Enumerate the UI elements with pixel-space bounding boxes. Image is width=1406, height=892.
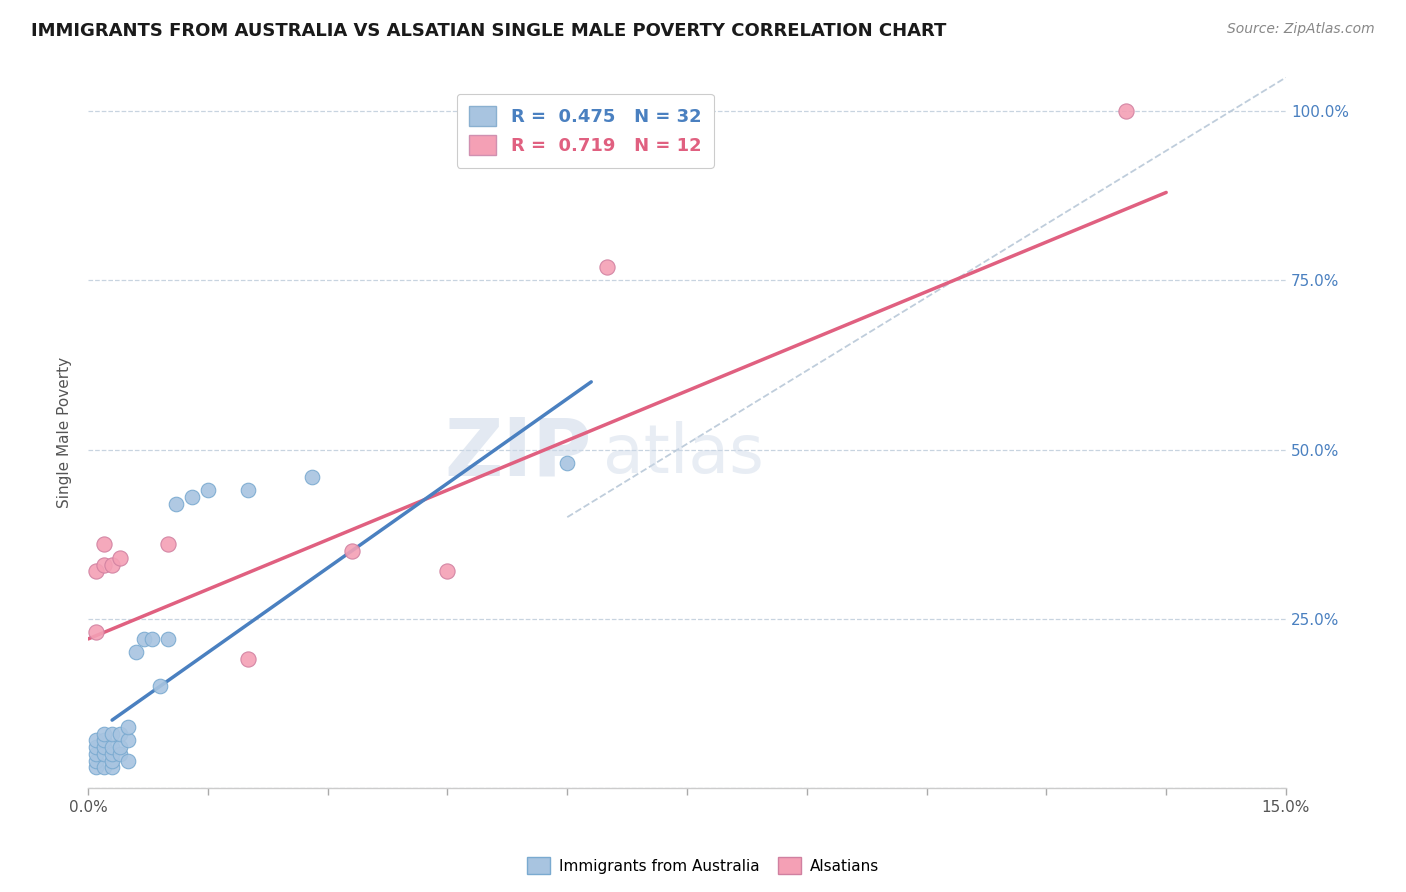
Point <box>340 544 363 558</box>
Point <box>156 537 179 551</box>
Point <box>93 558 115 572</box>
Text: ZIP: ZIP <box>444 415 592 493</box>
Point <box>84 625 107 640</box>
Point <box>84 740 107 755</box>
Point <box>596 260 619 274</box>
Point <box>181 490 204 504</box>
Text: Source: ZipAtlas.com: Source: ZipAtlas.com <box>1227 22 1375 37</box>
Point <box>101 558 124 572</box>
Point <box>301 469 323 483</box>
Point <box>125 645 148 659</box>
Point <box>117 754 139 768</box>
Legend: Immigrants from Australia, Alsatians: Immigrants from Australia, Alsatians <box>520 851 886 880</box>
Point <box>84 564 107 578</box>
Point <box>101 754 124 768</box>
Point <box>93 733 115 747</box>
Point <box>84 760 107 774</box>
Point <box>117 733 139 747</box>
Y-axis label: Single Male Poverty: Single Male Poverty <box>58 357 72 508</box>
Point <box>165 497 187 511</box>
Point <box>555 456 578 470</box>
Point <box>1115 104 1137 119</box>
Point <box>93 760 115 774</box>
Point <box>108 550 131 565</box>
Point <box>101 740 124 755</box>
Text: atlas: atlas <box>603 421 763 487</box>
Point <box>93 726 115 740</box>
Point <box>149 679 172 693</box>
Point <box>436 564 458 578</box>
Point <box>101 726 124 740</box>
Point <box>236 483 259 497</box>
Point <box>108 747 131 761</box>
Point <box>108 726 131 740</box>
Point <box>156 632 179 646</box>
Point <box>141 632 163 646</box>
Text: IMMIGRANTS FROM AUSTRALIA VS ALSATIAN SINGLE MALE POVERTY CORRELATION CHART: IMMIGRANTS FROM AUSTRALIA VS ALSATIAN SI… <box>31 22 946 40</box>
Point <box>84 754 107 768</box>
Point <box>93 747 115 761</box>
Point <box>108 740 131 755</box>
Point <box>84 733 107 747</box>
Point <box>132 632 155 646</box>
Point <box>101 747 124 761</box>
Point <box>84 747 107 761</box>
Point <box>93 740 115 755</box>
Legend: R =  0.475   N = 32, R =  0.719   N = 12: R = 0.475 N = 32, R = 0.719 N = 12 <box>457 94 714 168</box>
Point <box>93 537 115 551</box>
Point <box>236 652 259 666</box>
Point <box>197 483 219 497</box>
Point <box>101 760 124 774</box>
Point <box>117 720 139 734</box>
